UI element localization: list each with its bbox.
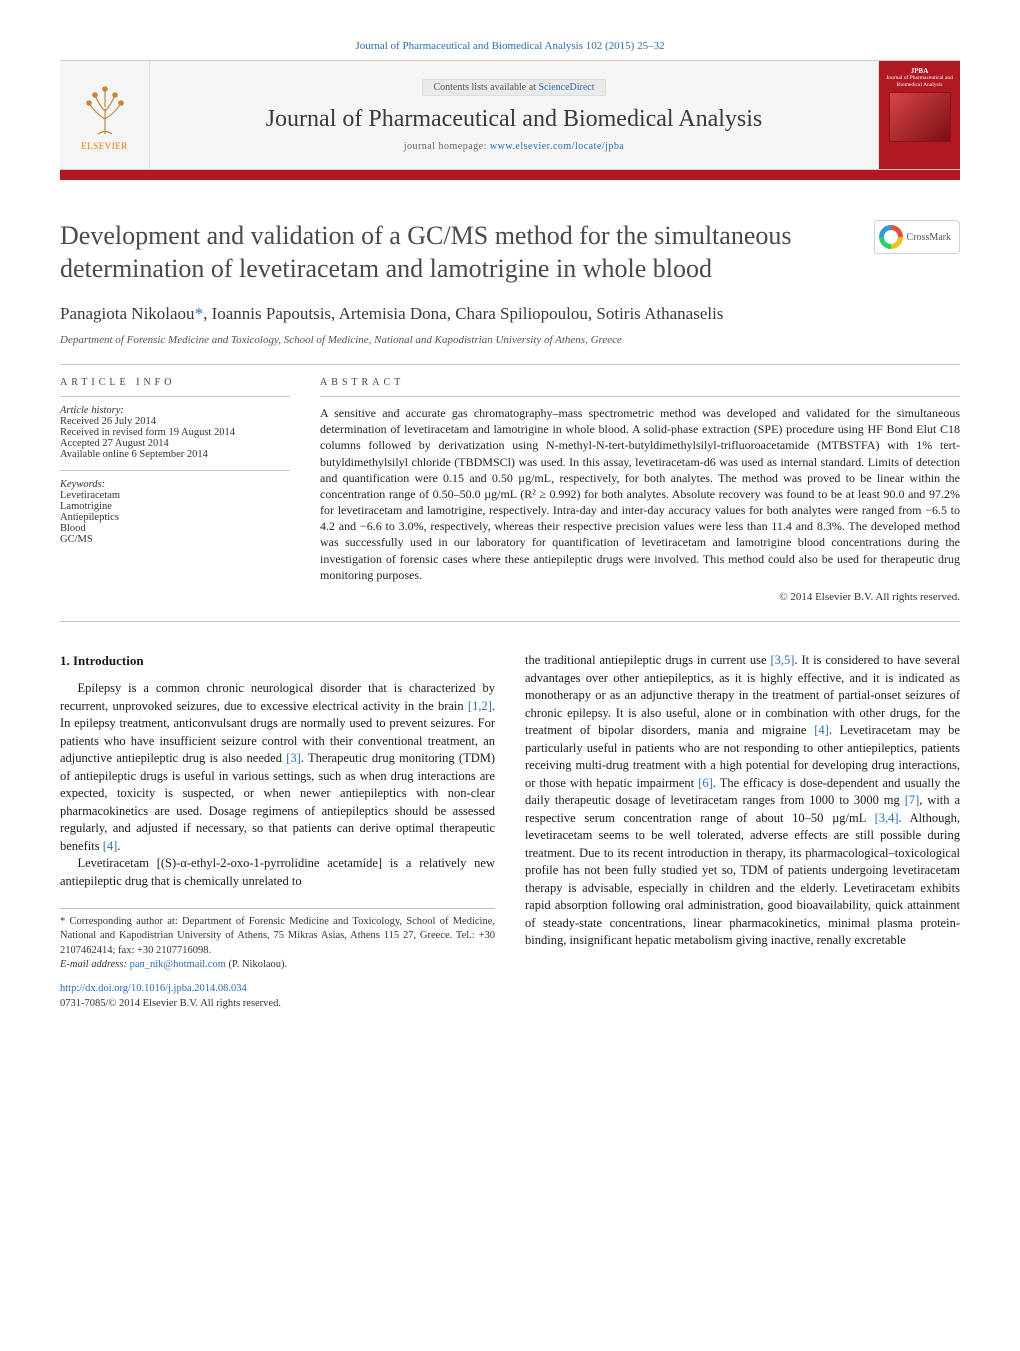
accent-bar	[60, 170, 960, 180]
journal-header-band: ELSEVIER Contents lists available at Sci…	[60, 60, 960, 170]
cite-3[interactable]: [4]	[103, 839, 118, 853]
keywords-block: Keywords: Levetiracetam Lamotrigine Anti…	[60, 479, 290, 545]
keyword-4: GC/MS	[60, 534, 290, 545]
corresponding-marker: *	[195, 304, 204, 323]
running-citation: Journal of Pharmaceutical and Biomedical…	[60, 40, 960, 52]
cite-8[interactable]: [3,4]	[875, 811, 899, 825]
affiliation: Department of Forensic Medicine and Toxi…	[60, 334, 960, 346]
crossmark-badge[interactable]: CrossMark	[874, 220, 960, 254]
elsevier-tree-icon	[75, 79, 135, 139]
left-p1d: .	[117, 839, 120, 853]
body-columns: 1. Introduction Epilepsy is a common chr…	[60, 652, 960, 1011]
left-p1c: . Therapeutic drug monitoring (TDM) of a…	[60, 751, 495, 853]
keyword-1: Lamotrigine	[60, 501, 290, 512]
article-title: Development and validation of a GC/MS me…	[60, 220, 854, 285]
email-link[interactable]: pan_nik@hotmail.com	[130, 959, 226, 970]
history-online: Available online 6 September 2014	[60, 449, 290, 460]
history-accepted: Accepted 27 August 2014	[60, 438, 290, 449]
email-suffix: (P. Nikolaou).	[226, 959, 287, 970]
abstract-copyright: © 2014 Elsevier B.V. All rights reserved…	[320, 591, 960, 603]
article-info-column: article info Article history: Received 2…	[60, 377, 290, 603]
email-line: E-mail address: pan_nik@hotmail.com (P. …	[60, 958, 495, 972]
rule-info-2	[60, 470, 290, 471]
cite-5[interactable]: [4]	[814, 723, 829, 737]
homepage-prefix: journal homepage:	[404, 141, 490, 152]
abstract-heading: abstract	[320, 377, 960, 388]
email-label: E-mail address:	[60, 959, 130, 970]
right-p1a: the traditional antiepileptic drugs in c…	[525, 653, 771, 667]
cover-title: Journal of Pharmaceutical and Biomedical…	[883, 75, 956, 88]
rule-bottom	[60, 621, 960, 622]
history-received: Received 26 July 2014	[60, 416, 290, 427]
cite-6[interactable]: [6]	[698, 776, 713, 790]
authors-rest: , Ioannis Papoutsis, Artemisia Dona, Cha…	[203, 304, 723, 323]
contents-available: Contents lists available at ScienceDirec…	[422, 79, 605, 96]
keywords-label: Keywords:	[60, 479, 290, 490]
elsevier-label: ELSEVIER	[81, 141, 128, 151]
journal-cover-thumb: JPBA Journal of Pharmaceutical and Biome…	[878, 61, 960, 169]
keyword-0: Levetiracetam	[60, 490, 290, 501]
author-1: Panagiota Nikolaou	[60, 304, 195, 323]
doi-link[interactable]: http://dx.doi.org/10.1016/j.jpba.2014.08…	[60, 983, 247, 994]
right-p1f: . Although, levetiracetam seems to be we…	[525, 811, 960, 948]
right-column: the traditional antiepileptic drugs in c…	[525, 652, 960, 1011]
contents-prefix: Contents lists available at	[433, 82, 538, 93]
history-revised: Received in revised form 19 August 2014	[60, 427, 290, 438]
sciencedirect-link[interactable]: ScienceDirect	[538, 82, 594, 93]
rule-top	[60, 364, 960, 365]
keyword-2: Antiepileptics	[60, 512, 290, 523]
homepage-link[interactable]: www.elsevier.com/locate/jpba	[490, 141, 624, 152]
abstract-column: abstract A sensitive and accurate gas ch…	[320, 377, 960, 603]
cover-abbrev: JPBA	[911, 67, 929, 75]
left-p1a: Epilepsy is a common chronic neurologica…	[60, 681, 495, 713]
history-label: Article history:	[60, 405, 290, 416]
corr-footnote: * Corresponding author at: Department of…	[60, 915, 495, 958]
crossmark-label: CrossMark	[907, 232, 951, 243]
section-heading: 1. Introduction	[60, 652, 495, 670]
rule-info-1	[60, 396, 290, 397]
authors: Panagiota Nikolaou*, Ioannis Papoutsis, …	[60, 303, 960, 326]
keyword-3: Blood	[60, 523, 290, 534]
journal-homepage: journal homepage: www.elsevier.com/locat…	[404, 141, 625, 152]
article-info-heading: article info	[60, 377, 290, 388]
section-title: Introduction	[73, 653, 144, 668]
left-column: 1. Introduction Epilepsy is a common chr…	[60, 652, 495, 1011]
issn-line: 0731-7085/© 2014 Elsevier B.V. All right…	[60, 997, 495, 1012]
cite-1[interactable]: [1,2]	[468, 699, 492, 713]
cite-2[interactable]: [3]	[286, 751, 301, 765]
rule-abs	[320, 396, 960, 397]
cover-image-placeholder	[889, 92, 951, 142]
article-history: Article history: Received 26 July 2014 R…	[60, 405, 290, 460]
journal-name: Journal of Pharmaceutical and Biomedical…	[266, 106, 763, 133]
abstract-text: A sensitive and accurate gas chromatogra…	[320, 405, 960, 583]
header-center: Contents lists available at ScienceDirec…	[150, 61, 878, 169]
cite-4[interactable]: [3,5]	[771, 653, 795, 667]
elsevier-logo[interactable]: ELSEVIER	[60, 61, 150, 169]
section-number: 1.	[60, 653, 70, 668]
left-p2: Levetiracetam [(S)-α-ethyl-2-oxo-1-pyrro…	[60, 856, 495, 888]
cite-7[interactable]: [7]	[905, 793, 920, 807]
doi-line: http://dx.doi.org/10.1016/j.jpba.2014.08…	[60, 982, 495, 997]
footnotes: * Corresponding author at: Department of…	[60, 908, 495, 972]
crossmark-icon	[879, 225, 903, 249]
